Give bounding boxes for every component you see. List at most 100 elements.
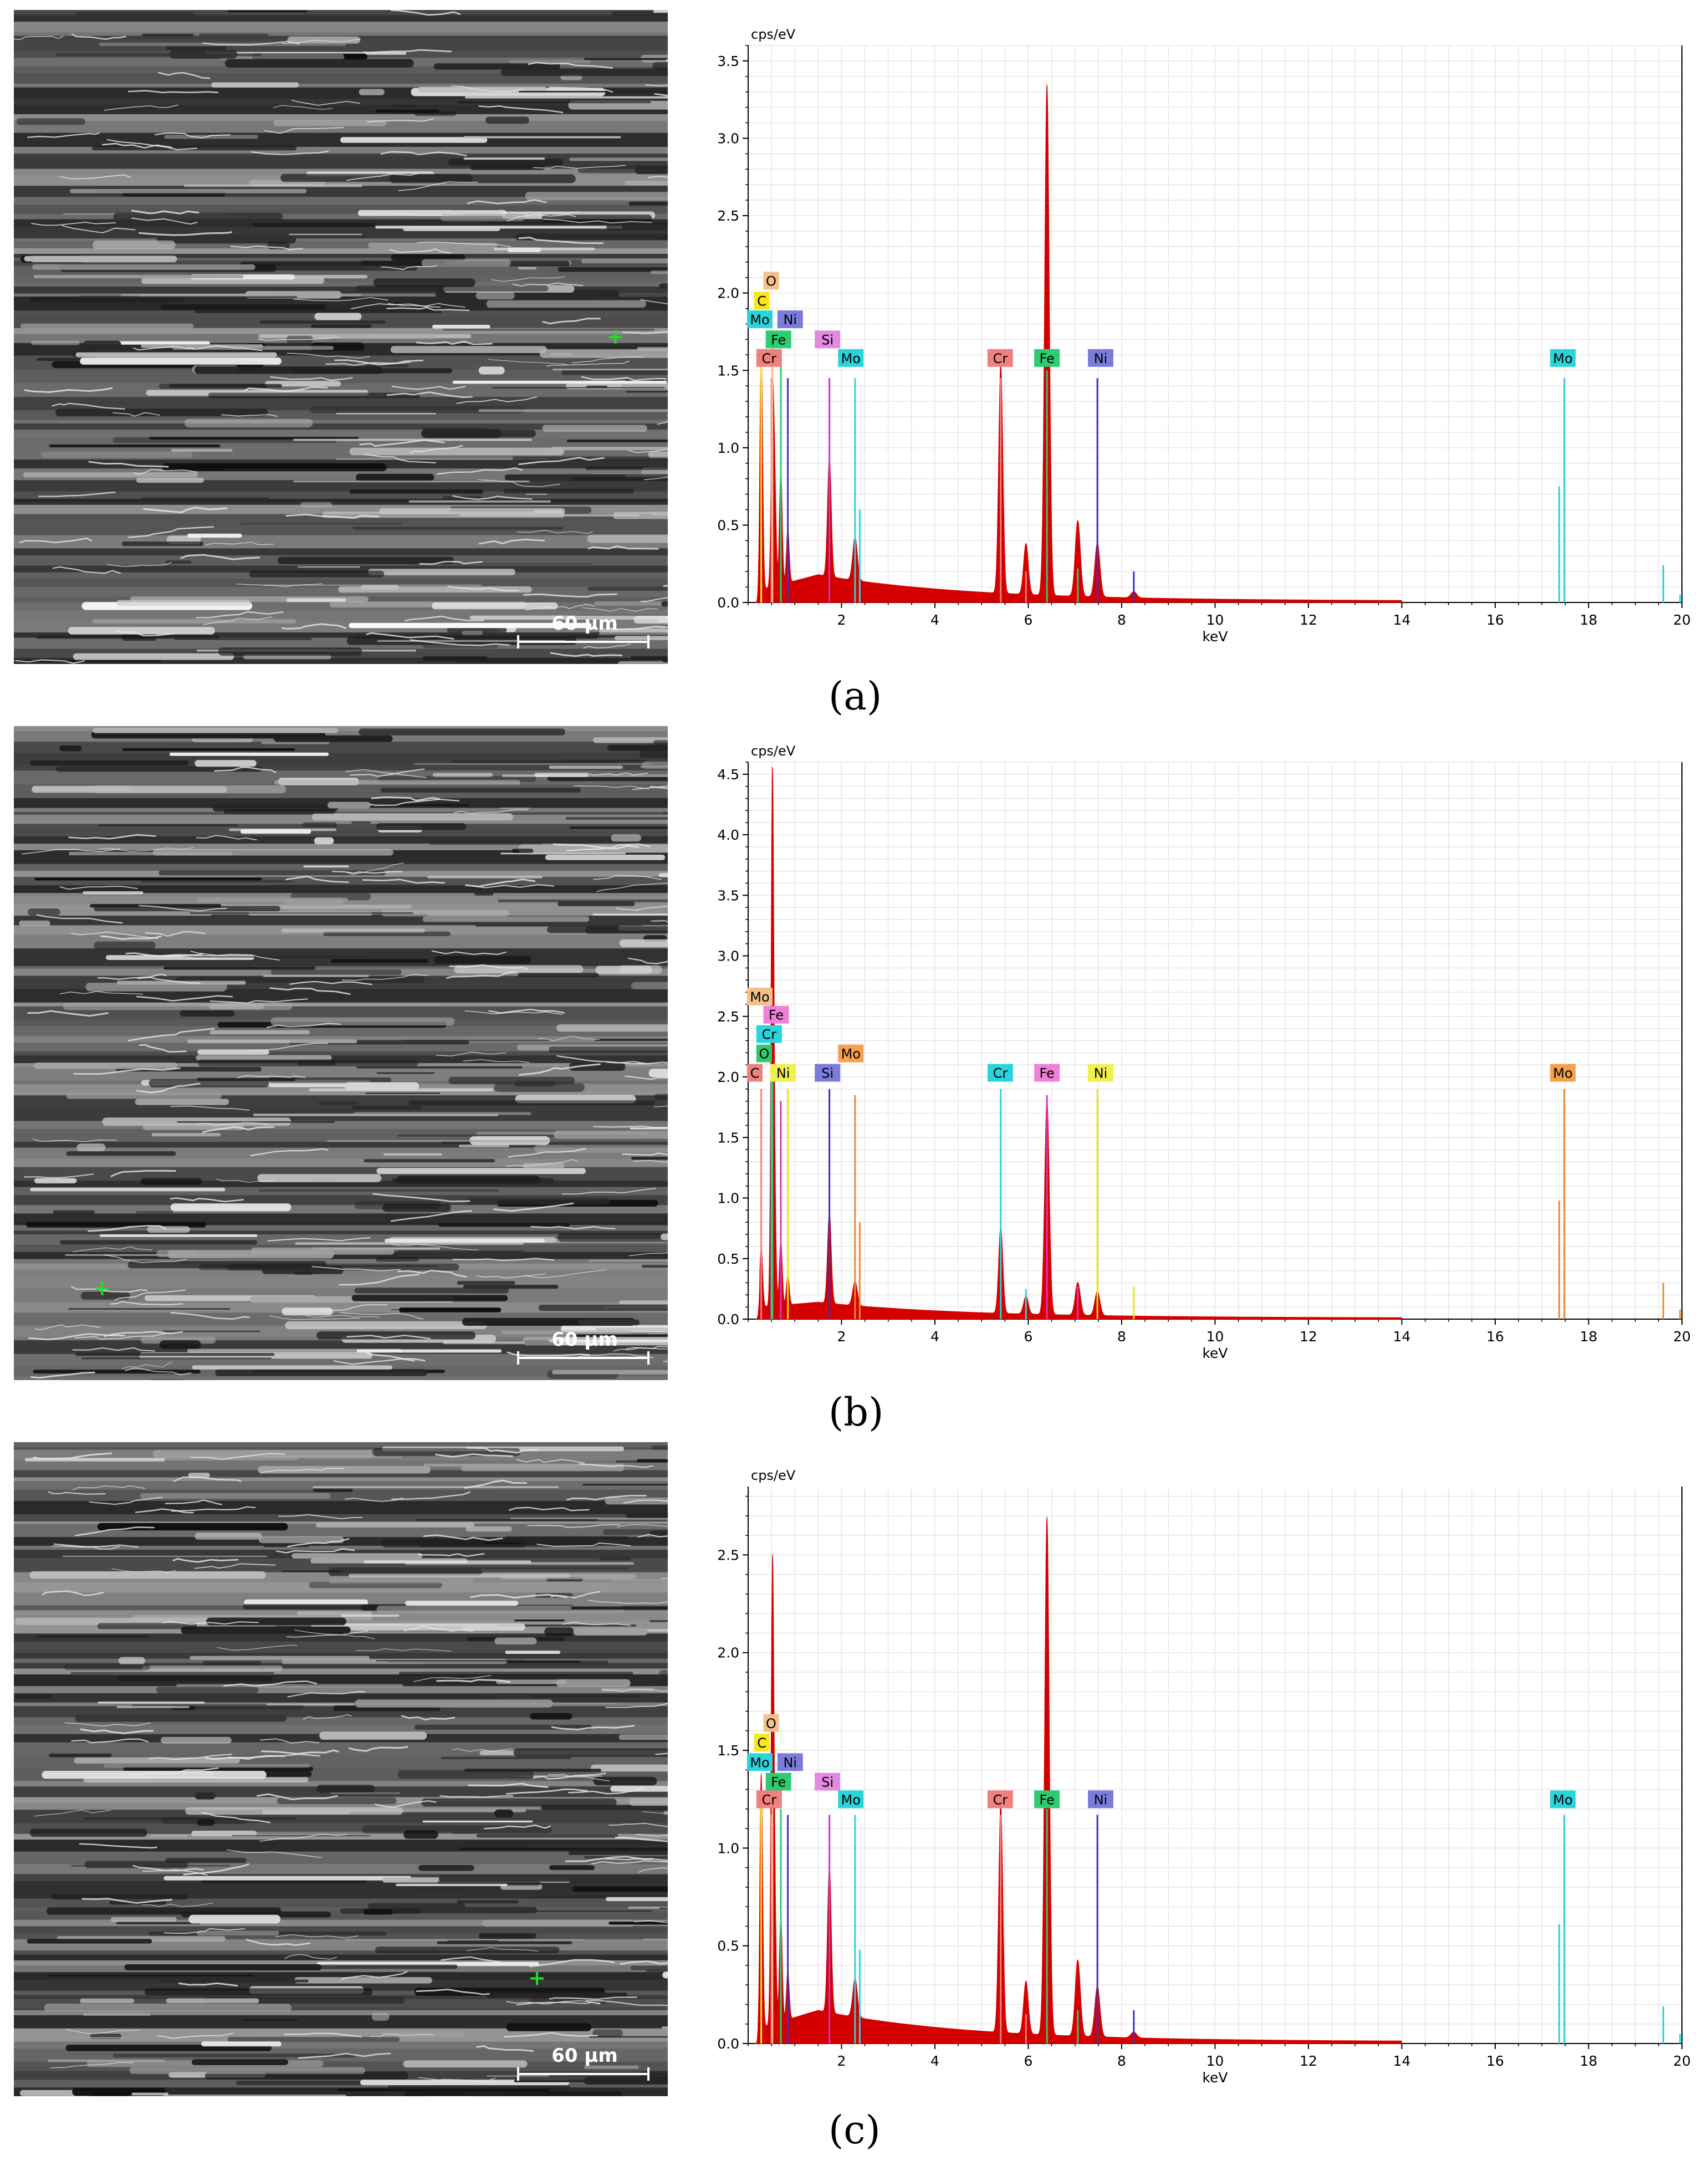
y-tick-label: 0.0	[717, 595, 739, 611]
svg-text:C: C	[750, 1066, 760, 1081]
y-axis-label: cps/eV	[751, 27, 796, 42]
svg-text:Ni: Ni	[776, 1066, 790, 1081]
element-label-o: O	[756, 1044, 772, 1062]
x-axis-label: keV	[1202, 629, 1228, 645]
scale-bar-label: 60 µm	[551, 2045, 618, 2067]
sem-striations	[14, 726, 668, 1380]
y-axis-label: cps/eV	[751, 1468, 796, 1483]
element-label-mo: Mo	[747, 310, 773, 329]
svg-text:Ni: Ni	[1094, 1792, 1108, 1807]
x-tick-label: 12	[1300, 612, 1317, 628]
element-label-o: O	[763, 272, 779, 290]
element-label-si: Si	[815, 1064, 841, 1082]
y-tick-label: 1.0	[717, 1191, 739, 1207]
x-tick-label: 4	[930, 2053, 939, 2069]
eds-spectrum-a: 2 4 6 8 10 12 14 16 18 20 0.0 0.5 1.0 1.5 2.0 2.5 3.0 3.5…	[717, 27, 1691, 645]
x-tick-label: 20	[1673, 612, 1691, 628]
x-tick-label: 6	[1024, 2053, 1033, 2069]
svg-text:Si: Si	[821, 1775, 833, 1790]
svg-text:Mo: Mo	[841, 1046, 861, 1062]
analysis-point-marker	[95, 1281, 109, 1295]
element-label-mo: Mo	[747, 987, 773, 1005]
element-label-ni: Ni	[1088, 349, 1114, 367]
analysis-point-marker	[530, 1971, 544, 1985]
svg-text:Fe: Fe	[771, 332, 786, 348]
grid	[748, 762, 1683, 1320]
element-label-fe: Fe	[1034, 349, 1060, 367]
x-tick-label: 16	[1486, 1329, 1504, 1345]
axes: 2 4 6 8 10 12 14 16 18 20 0.0 0.5 1.0 1.5 2.0 2.5 3.0 3.5…	[717, 27, 1691, 645]
svg-text:Cr: Cr	[762, 351, 777, 366]
element-label-si: Si	[815, 1772, 841, 1791]
svg-text:Mo: Mo	[841, 351, 861, 366]
svg-text:Fe: Fe	[769, 1008, 784, 1023]
svg-text:Cr: Cr	[993, 351, 1008, 366]
svg-text:Ni: Ni	[783, 1755, 797, 1770]
x-tick-label: 10	[1206, 2053, 1224, 2069]
panel-label-b: (b)	[829, 1390, 883, 1435]
element-label-mo: Mo	[838, 349, 864, 367]
element-label-fe: Fe	[763, 1005, 789, 1024]
eds-spectrum-b: 2 4 6 8 10 12 14 16 18 20 0.0 0.5 1.0 1.5 2.0 2.5 3.0 3.5…	[717, 743, 1691, 1361]
element-label-fe: Fe	[1034, 1790, 1060, 1809]
x-tick-label: 2	[837, 612, 846, 628]
x-tick-label: 8	[1117, 1329, 1126, 1345]
x-tick-label: 2	[837, 1329, 846, 1345]
x-tick-label: 18	[1580, 1329, 1598, 1345]
y-tick-label: 2.5	[717, 1547, 739, 1563]
svg-text:Ni: Ni	[783, 312, 797, 328]
svg-text:Si: Si	[821, 332, 833, 348]
element-label-cr: Cr	[987, 349, 1013, 367]
svg-text:Cr: Cr	[993, 1066, 1008, 1081]
svg-text:Ni: Ni	[1094, 351, 1108, 366]
axes: 2 4 6 8 10 12 14 16 18 20 0.0 0.5 1.0 1.5 2.0 2.5 cps/eV…	[717, 1468, 1691, 2086]
element-label-ni: Ni	[1088, 1064, 1114, 1082]
element-label-fe: Fe	[1034, 1064, 1060, 1082]
x-tick-label: 18	[1580, 2053, 1598, 2069]
y-tick-label: 2.0	[717, 285, 739, 302]
svg-text:C: C	[757, 1735, 766, 1751]
x-axis-label: keV	[1202, 2070, 1228, 2086]
spectrum-peaks	[755, 84, 1403, 603]
element-markers	[760, 1779, 1681, 2044]
x-tick-label: 12	[1300, 2053, 1317, 2069]
svg-text:Cr: Cr	[762, 1027, 777, 1043]
sem-micrograph-c: 60 µm	[14, 1442, 668, 2096]
x-tick-label: 6	[1024, 612, 1033, 628]
x-tick-label: 16	[1486, 612, 1504, 628]
spectrum-peaks	[755, 1516, 1403, 2044]
x-tick-label: 4	[930, 612, 939, 628]
x-tick-label: 8	[1117, 2053, 1126, 2069]
panel-label-a-text: (a)	[829, 673, 882, 719]
element-markers	[760, 339, 1681, 602]
sem-micrograph-a: 60 µm	[14, 10, 668, 664]
element-label-cr: Cr	[756, 1790, 782, 1809]
spectrum-peaks	[755, 767, 1403, 1320]
x-axis-label: keV	[1202, 1345, 1228, 1361]
y-tick-label: 0.5	[717, 517, 739, 533]
svg-text:Mo: Mo	[750, 989, 769, 1005]
element-label-mo: Mo	[838, 1790, 864, 1809]
svg-text:Mo: Mo	[1553, 351, 1572, 366]
scale-bar-label: 60 µm	[551, 612, 618, 635]
y-tick-label: 0.0	[717, 1311, 739, 1327]
x-tick-label: 4	[930, 1329, 939, 1345]
y-tick-label: 1.5	[717, 1743, 739, 1759]
svg-text:Fe: Fe	[1040, 1066, 1055, 1081]
x-tick-label: 20	[1673, 2053, 1691, 2069]
spectrum-series	[755, 84, 1403, 603]
x-tick-label: 12	[1300, 1329, 1317, 1345]
panel-label-c: (c)	[829, 2107, 881, 2153]
element-label-cr: Cr	[756, 1025, 782, 1043]
element-label-fe: Fe	[765, 1772, 791, 1791]
svg-text:Mo: Mo	[1553, 1792, 1572, 1807]
element-labels: OC Mo Ni Fe Cr Si Mo Cr Fe Ni Mo	[747, 272, 1576, 367]
element-label-ni: Ni	[777, 1753, 803, 1771]
scale-bar-label: 60 µm	[551, 1329, 618, 1351]
y-tick-label: 4.0	[717, 827, 739, 843]
y-tick-label: 1.5	[717, 1130, 739, 1146]
axes: 2 4 6 8 10 12 14 16 18 20 0.0 0.5 1.0 1.5 2.0 2.5 3.0 3.5…	[717, 743, 1691, 1361]
element-label-mo: Mo	[1550, 1790, 1576, 1809]
sem-striations	[14, 1442, 668, 2096]
element-label-c: C	[754, 1734, 770, 1752]
